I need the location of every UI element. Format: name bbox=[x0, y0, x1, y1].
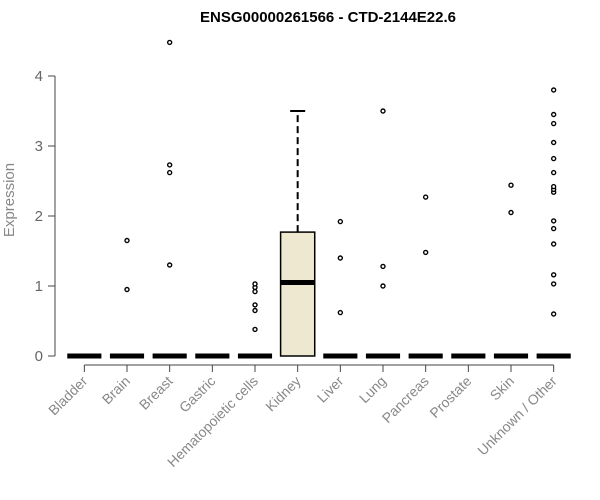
outlier-point bbox=[550, 169, 557, 176]
outlier-point bbox=[252, 307, 258, 314]
outlier-point bbox=[508, 209, 514, 216]
x-tick-label: Skin bbox=[487, 373, 518, 404]
x-tick-label: Lung bbox=[356, 373, 389, 406]
outlier-point bbox=[422, 194, 429, 200]
x-tick-label: Kidney bbox=[262, 373, 304, 415]
x-tick-label: Bladder bbox=[45, 373, 91, 419]
outlier-point bbox=[550, 281, 557, 287]
outlier-point bbox=[252, 302, 258, 308]
outlier-point bbox=[166, 262, 173, 268]
box-group bbox=[536, 87, 571, 359]
boxes bbox=[67, 39, 571, 359]
x-tick-label: Prostate bbox=[426, 373, 474, 421]
outlier-point bbox=[337, 218, 344, 225]
box-group bbox=[279, 110, 316, 357]
box-group bbox=[493, 182, 529, 359]
outlier-point bbox=[550, 241, 557, 247]
x-tick-label: Brain bbox=[99, 373, 133, 407]
outlier-point bbox=[166, 162, 173, 168]
outlier-point bbox=[550, 111, 557, 118]
outlier-point bbox=[422, 249, 429, 256]
outlier-point bbox=[550, 311, 557, 317]
outlier-point bbox=[550, 218, 557, 224]
x-tick-label: Breast bbox=[136, 373, 176, 413]
y-axis: 0 1 2 3 4 bbox=[35, 68, 56, 365]
box-group bbox=[323, 218, 358, 359]
box-group bbox=[408, 194, 443, 359]
chart-title: ENSG00000261566 - CTD-2144E22.6 bbox=[200, 9, 456, 26]
y-tick-label: 3 bbox=[35, 138, 43, 155]
outlier-point bbox=[550, 155, 557, 162]
y-tick-label: 1 bbox=[35, 278, 43, 295]
outlier-point bbox=[252, 281, 258, 287]
outlier-point bbox=[550, 225, 557, 232]
outlier-point bbox=[508, 182, 514, 188]
box-group bbox=[237, 281, 273, 359]
outlier-point bbox=[337, 309, 344, 316]
y-tick-label: 4 bbox=[35, 68, 43, 85]
outlier-point bbox=[337, 255, 344, 261]
outlier-point bbox=[550, 139, 557, 146]
outlier-point bbox=[550, 120, 557, 127]
outlier-point bbox=[380, 263, 386, 270]
y-tick-label: 2 bbox=[35, 208, 43, 225]
x-tick-label: Unknown / Other bbox=[474, 373, 560, 459]
x-tick-label: Liver bbox=[314, 373, 347, 406]
outlier-point bbox=[124, 237, 130, 244]
outlier-point bbox=[252, 288, 258, 295]
y-axis-label: Expression bbox=[1, 163, 18, 237]
outlier-point bbox=[380, 283, 386, 289]
outlier-point bbox=[124, 286, 130, 293]
outlier-point bbox=[550, 87, 557, 93]
box bbox=[279, 231, 316, 357]
outlier-point bbox=[166, 169, 173, 176]
x-tick-label: Pancreas bbox=[379, 373, 432, 426]
outlier-point bbox=[252, 326, 258, 333]
x-tick-label: Gastric bbox=[176, 373, 219, 416]
box-group bbox=[365, 108, 401, 359]
outlier-point bbox=[380, 108, 386, 114]
outlier-point bbox=[550, 183, 557, 190]
box-group bbox=[152, 39, 187, 359]
box-group bbox=[109, 237, 145, 359]
y-tick-label: 0 bbox=[35, 348, 43, 365]
outlier-point bbox=[550, 272, 557, 278]
outlier-point bbox=[166, 39, 173, 46]
